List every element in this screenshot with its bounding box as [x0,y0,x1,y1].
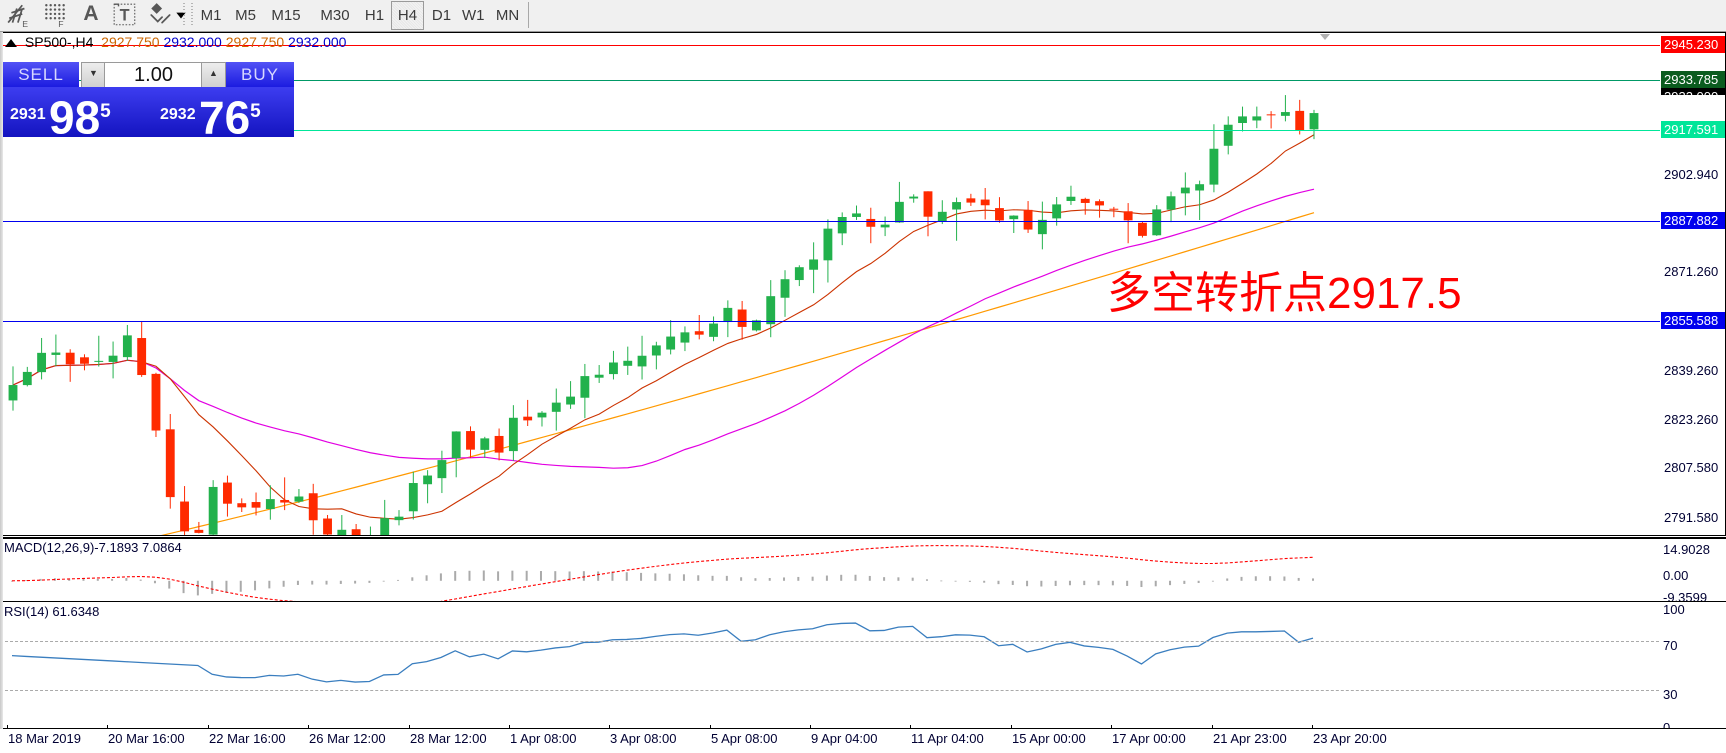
svg-text:E: E [22,19,28,28]
svg-text:F: F [58,19,63,28]
svg-text:T: T [120,6,130,24]
